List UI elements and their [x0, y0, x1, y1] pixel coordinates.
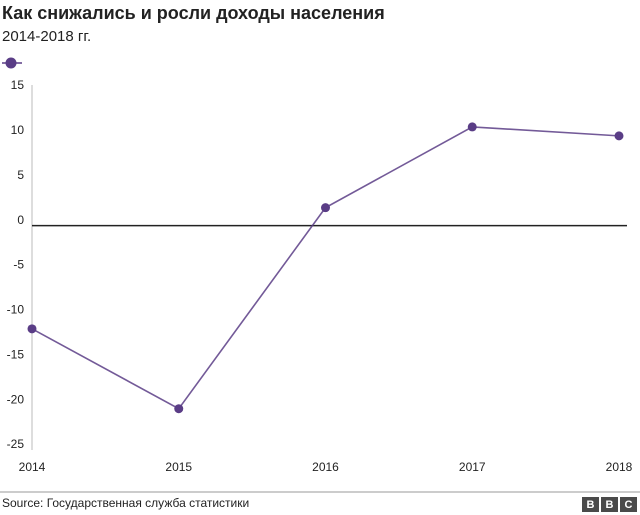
- logo-letter: B: [606, 499, 614, 511]
- y-tick-label: 5: [17, 168, 24, 182]
- data-point: [614, 131, 624, 141]
- legend-marker: [5, 57, 17, 69]
- y-tick-label: -20: [7, 392, 25, 406]
- x-tick-label: 2018: [606, 460, 633, 474]
- data-point: [321, 203, 330, 213]
- y-tick-label: -5: [13, 258, 24, 272]
- source: Source: Государственная служба статистик…: [2, 496, 249, 510]
- data-point: [467, 122, 477, 132]
- logo-letter: C: [625, 499, 633, 511]
- y-tick-label: -25: [7, 437, 25, 451]
- y-tick-label: 15: [11, 78, 25, 92]
- x-tick-label: 2015: [165, 460, 192, 474]
- data-point: [27, 324, 37, 334]
- y-tick-label: -10: [7, 303, 25, 317]
- series-line: [31, 126, 620, 410]
- chart-title: Как снижались и росли доходы населения: [2, 3, 385, 23]
- y-tick-label: 0: [17, 213, 24, 227]
- x-tick-label: 2014: [19, 460, 46, 474]
- logo-letter: B: [587, 499, 595, 511]
- x-tick-label: 2016: [312, 460, 339, 474]
- logo-box: [620, 497, 637, 512]
- y-tick-label: -15: [7, 347, 25, 361]
- data-point: [174, 404, 184, 414]
- logo-box: [601, 497, 618, 512]
- chart-subtitle: 2014-2018 гг.: [2, 28, 91, 45]
- logo-box: [582, 497, 599, 512]
- y-tick-label: 10: [11, 123, 25, 137]
- x-tick-label: 2017: [459, 460, 486, 474]
